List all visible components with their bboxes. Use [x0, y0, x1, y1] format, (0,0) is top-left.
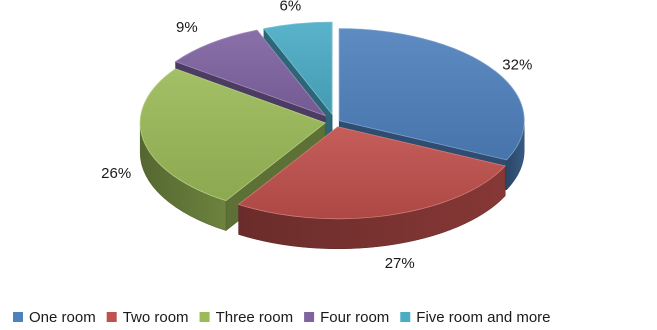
- pie-value-labels: 32% 27% 26% 9% 6%: [101, 0, 532, 272]
- value-label-three-room: 26%: [101, 165, 131, 182]
- legend-swatch-three-room: [199, 312, 210, 322]
- value-label-four-room: 9%: [176, 19, 198, 36]
- slice-five-room-and-more: [263, 21, 333, 116]
- legend-label-one-room: One room: [29, 309, 96, 326]
- legend-swatch-four-room: [304, 312, 315, 322]
- legend-swatch-two-room: [106, 312, 117, 322]
- pie-tops: [139, 21, 525, 220]
- slice-two-room: [237, 126, 506, 220]
- value-label-five-room-and-more: 6%: [280, 0, 302, 15]
- legend-swatch-five-room-and-more: [400, 312, 411, 322]
- slice-four-room: [174, 29, 327, 117]
- legend-label-two-room: Two room: [123, 309, 189, 326]
- legend: One room Two room Three room Four room Five …: [13, 309, 551, 326]
- legend-label-three-room: Three room: [216, 309, 294, 326]
- slice-three-room: [139, 68, 326, 202]
- value-label-two-room: 27%: [385, 255, 415, 272]
- legend-label-five-room-and-more: Five room and more: [416, 309, 550, 326]
- slice-one-room: [338, 28, 525, 161]
- legend-swatch-one-room: [13, 312, 23, 322]
- value-label-one-room: 32%: [502, 56, 532, 73]
- legend-label-four-room: Four room: [320, 309, 389, 326]
